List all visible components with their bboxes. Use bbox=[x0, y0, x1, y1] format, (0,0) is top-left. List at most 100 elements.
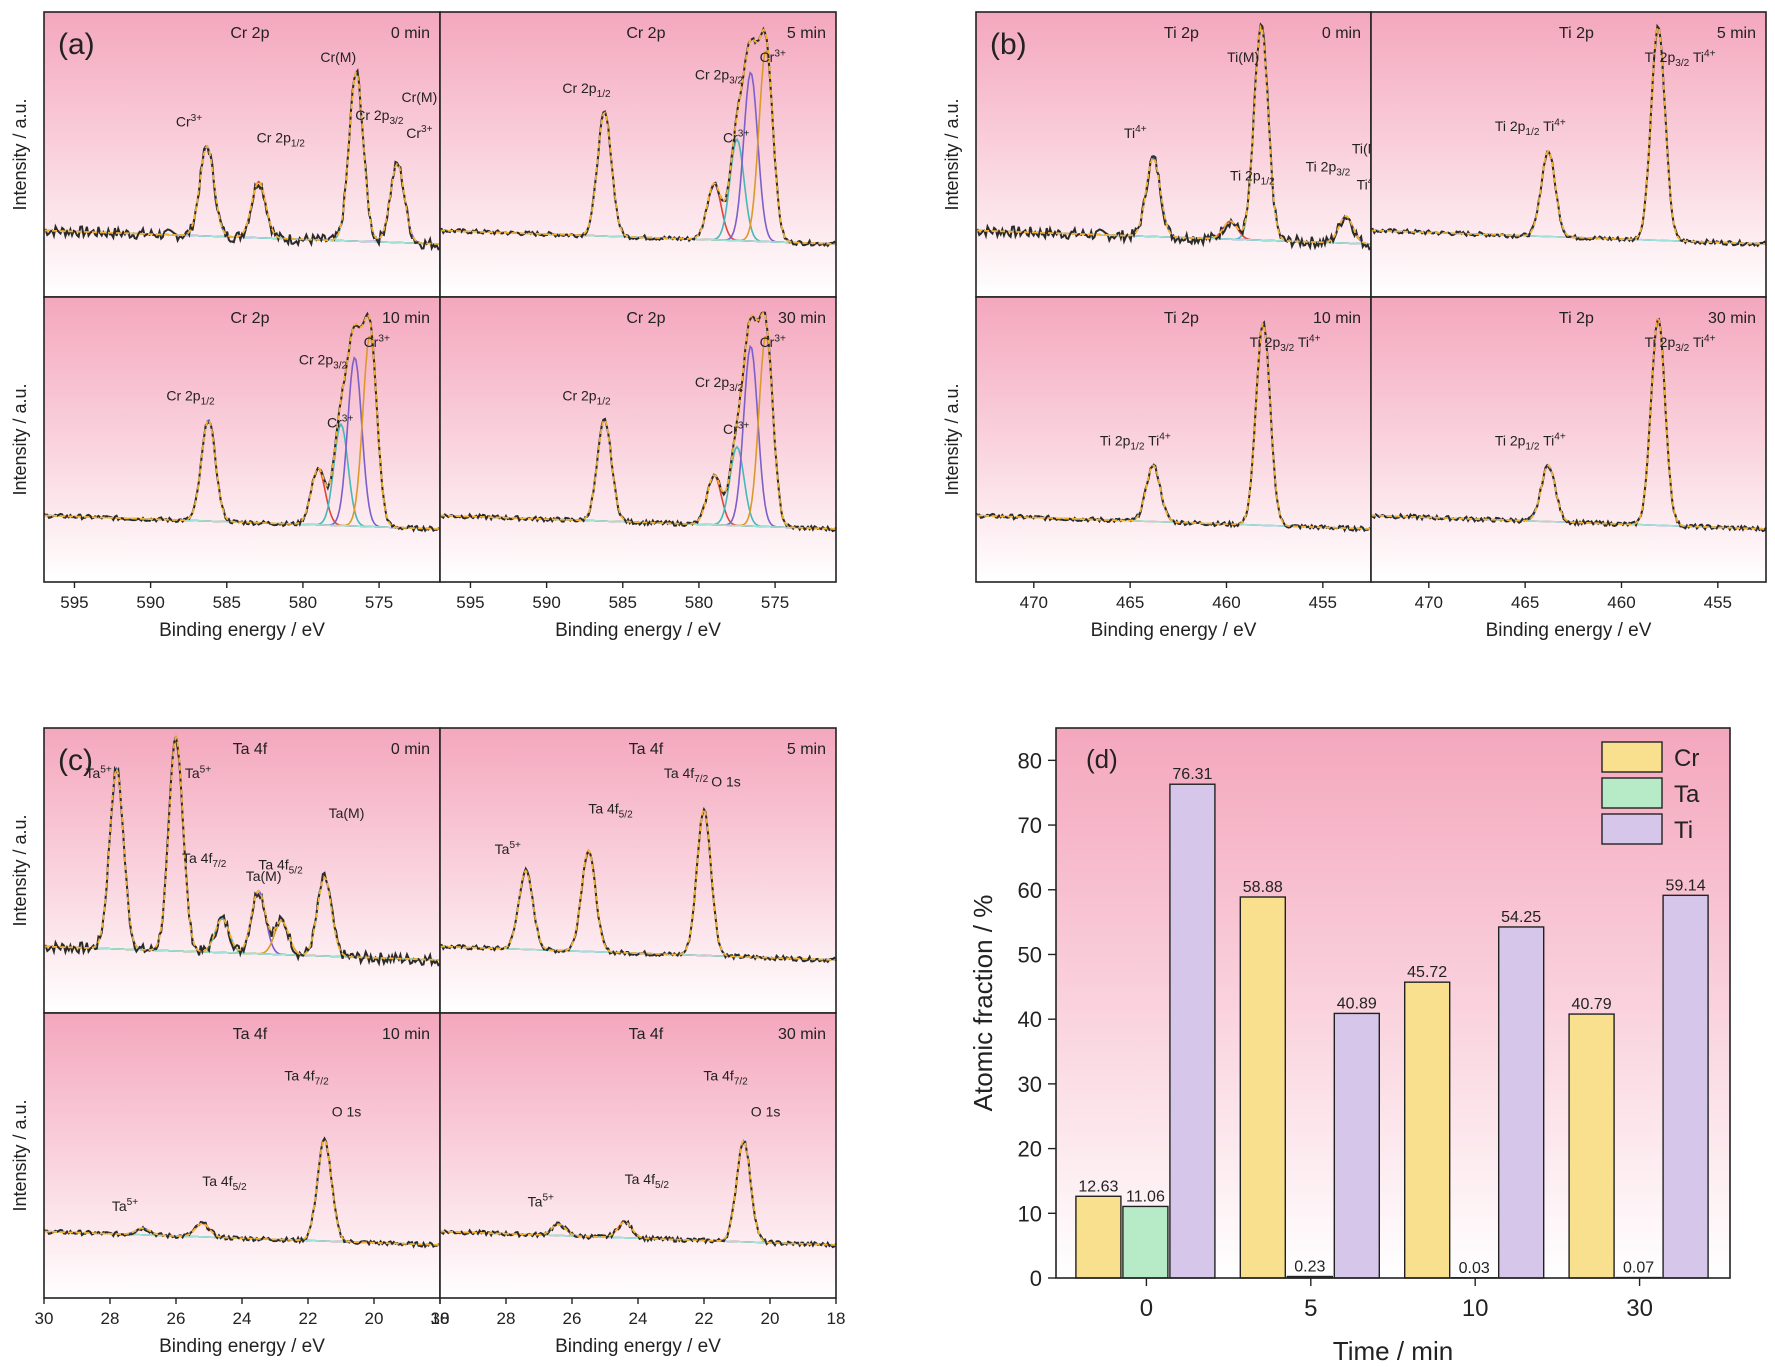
subplot-30-min: Cr 2p 30 min Cr 2p1/2​ Cr3+​ Cr 2p3/2​ Cr3+​ bbox=[439, 296, 837, 583]
subplot-time-label: 5 min bbox=[787, 741, 826, 758]
subplot-title: Cr 2p bbox=[626, 25, 665, 42]
peak-annotation: Ta 4f5/2​ bbox=[202, 1173, 247, 1193]
x-axis-label: Time / min bbox=[1333, 1336, 1453, 1366]
subplot-time-label: 30 min bbox=[1708, 310, 1756, 327]
data-label: 12.63 bbox=[1078, 1178, 1118, 1195]
subplot-background bbox=[440, 12, 836, 297]
subplot-time-label: 30 min bbox=[778, 310, 826, 327]
x-tick-label: 455 bbox=[1309, 593, 1337, 612]
x-tick-label: 595 bbox=[456, 593, 484, 612]
x-tick-label: 28 bbox=[101, 1309, 120, 1328]
x-axis-label: Binding energy / eV bbox=[159, 620, 325, 641]
x-axis-label: Binding energy / eV bbox=[1091, 620, 1257, 641]
legend-swatch-Ta bbox=[1601, 777, 1663, 809]
x-tick-label: 22 bbox=[695, 1309, 714, 1328]
peak-annotation: O 1s bbox=[751, 1103, 781, 1119]
peak-annotation: Cr 2p3/2​ bbox=[695, 374, 744, 394]
panel-label: (a) bbox=[58, 28, 95, 61]
x-tick-label: 24 bbox=[629, 1309, 648, 1328]
x-tick-label: 470 bbox=[1415, 593, 1443, 612]
bar-Ta-0 bbox=[1122, 1205, 1169, 1279]
x-tick-label: 20 bbox=[365, 1309, 384, 1328]
y-axis-label: Intensity / a.u. bbox=[10, 98, 30, 210]
subplot-time-label: 10 min bbox=[1313, 310, 1361, 327]
x-axis-label: Binding energy / eV bbox=[555, 620, 721, 641]
x-tick-label: 5 bbox=[1304, 1295, 1317, 1322]
data-label: 40.79 bbox=[1572, 996, 1612, 1013]
subplot-30-min: Ti 2p 30 min Ti 2p1/2​ Ti4+​ Ti 2p3/2​ Ti4+… bbox=[1370, 296, 1767, 583]
x-tick-label: 460 bbox=[1212, 593, 1240, 612]
peak-annotation: Ti 2p1/2​ Ti4+​ bbox=[1495, 432, 1566, 453]
subplot-time-label: 10 min bbox=[382, 310, 430, 327]
y-tick-label: 70 bbox=[1018, 813, 1042, 838]
peak-annotation: Ti 2p3/2​ bbox=[1306, 159, 1351, 179]
subplot-title: Ti 2p bbox=[1164, 310, 1199, 327]
subplot-title: Cr 2p bbox=[626, 310, 665, 327]
subplot-title: Ti 2p bbox=[1164, 25, 1199, 42]
subplot-time-label: 5 min bbox=[1717, 25, 1756, 42]
subplot-frame bbox=[439, 296, 837, 583]
peak-annotation: O 1s bbox=[711, 773, 741, 789]
data-label: 0.23 bbox=[1294, 1259, 1325, 1276]
subplot-time-label: 5 min bbox=[787, 25, 826, 42]
panel-label: (c) bbox=[58, 744, 93, 777]
bar-chart-panel-d: 0 10 20 30 40 50 60 70 80 0 12.63 11.06 76.31 5 58.88 0… bbox=[968, 727, 1731, 1366]
subplot-5-min: Cr 2p 5 min Cr 2p1/2​ Cr3+​ Cr 2p3/2​ Cr3+​ bbox=[439, 11, 837, 298]
subplot-title: Ta 4f bbox=[629, 741, 664, 758]
peak-annotation: Cr 2p1/2​ bbox=[562, 387, 611, 407]
subplot-background bbox=[976, 12, 1371, 297]
subplot-background bbox=[44, 728, 440, 1013]
subplot-time-label: 0 min bbox=[391, 741, 430, 758]
fit-envelope bbox=[439, 311, 837, 530]
subplot-title: Cr 2p bbox=[230, 310, 269, 327]
x-tick-label: 470 bbox=[1020, 593, 1048, 612]
y-tick-label: 0 bbox=[1030, 1266, 1042, 1291]
x-tick-label: 18 bbox=[431, 1309, 450, 1328]
x-tick-label: 30 bbox=[1626, 1295, 1653, 1322]
peak-annotation: Cr3+​ bbox=[406, 124, 432, 141]
subplot-background bbox=[440, 297, 836, 582]
bar-Cr-0 bbox=[1075, 1195, 1122, 1279]
x-tick-label: 585 bbox=[213, 593, 241, 612]
x-axis-label: Binding energy / eV bbox=[159, 1336, 325, 1357]
peak-annotation: Cr3+​ bbox=[760, 48, 786, 65]
bar-Ti-10 bbox=[1497, 926, 1545, 1279]
fit-envelope bbox=[1370, 26, 1767, 245]
bar-Ti-5 bbox=[1333, 1012, 1381, 1279]
fit-envelope bbox=[43, 313, 441, 530]
data-label: 76.31 bbox=[1172, 766, 1212, 783]
peak-annotation: Ta5+​ bbox=[185, 764, 211, 781]
x-tick-label: 575 bbox=[761, 593, 789, 612]
data-label: 0.03 bbox=[1459, 1260, 1490, 1277]
peak-annotation: Ta 4f7/2​ bbox=[703, 1067, 748, 1087]
raw-spectrum bbox=[1370, 317, 1767, 533]
subplot-background bbox=[440, 1013, 836, 1298]
fit-envelope bbox=[439, 1138, 837, 1246]
data-label: 40.89 bbox=[1337, 995, 1377, 1012]
peak-annotation: Ti 2p1/2​ Ti4+​ bbox=[1495, 117, 1566, 138]
peak-annotation: Ti 2p3/2​ Ti4+​ bbox=[1250, 333, 1321, 354]
y-axis-label: Intensity / a.u. bbox=[10, 383, 30, 495]
x-tick-label: 585 bbox=[609, 593, 637, 612]
legend-swatch-Cr bbox=[1601, 741, 1663, 773]
x-tick-label: 595 bbox=[60, 593, 88, 612]
data-label: 59.14 bbox=[1666, 877, 1706, 894]
y-axis-label: Intensity / a.u. bbox=[10, 1099, 30, 1211]
y-axis-label: Intensity / a.u. bbox=[10, 814, 30, 926]
y-tick-label: 80 bbox=[1018, 748, 1042, 773]
peak-annotation: Ti 2p1/2​ Ti4+​ bbox=[1100, 432, 1171, 453]
peak-annotation: Ta5+​ bbox=[495, 840, 521, 857]
subplot-title: Ta 4f bbox=[233, 1026, 268, 1043]
data-label: 11.06 bbox=[1126, 1188, 1165, 1205]
fit-envelope bbox=[43, 70, 441, 245]
y-tick-label: 60 bbox=[1018, 878, 1042, 903]
fit-envelope bbox=[1370, 318, 1767, 530]
peak-annotation: Cr 2p1/2​ bbox=[257, 129, 306, 149]
subplot-background bbox=[440, 728, 836, 1013]
subplot-title: Ti 2p bbox=[1559, 25, 1594, 42]
